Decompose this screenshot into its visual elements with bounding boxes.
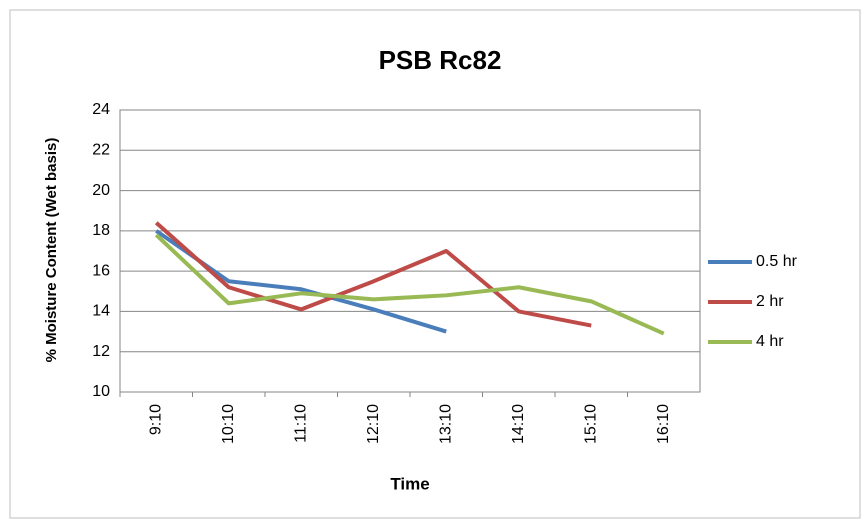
x-tick-label: 15:10 — [582, 404, 599, 444]
x-axis-label: Time — [390, 474, 429, 493]
x-tick-label: 9:10 — [147, 404, 164, 435]
y-tick-label: 18 — [92, 222, 110, 239]
legend-label: 4 hr — [756, 333, 784, 350]
x-tick-label: 11:10 — [292, 404, 309, 443]
y-tick-label: 22 — [92, 142, 110, 159]
x-tick-label: 14:10 — [510, 404, 527, 444]
y-tick-label: 16 — [92, 262, 110, 279]
x-tick-label: 10:10 — [220, 404, 237, 444]
legend-label: 0.5 hr — [756, 253, 798, 270]
legend-label: 2 hr — [756, 293, 784, 310]
y-tick-label: 14 — [92, 303, 110, 320]
y-axis-label: % Moisture Content (Wet basis) — [43, 138, 60, 363]
x-tick-label: 13:10 — [437, 404, 454, 444]
x-tick-label: 16:10 — [655, 404, 672, 444]
data-line — [154, 233, 665, 336]
chart-title: PSB Rc82 — [379, 45, 502, 75]
y-tick-label: 12 — [92, 343, 110, 360]
data-line — [154, 221, 592, 328]
y-tick-label: 24 — [92, 101, 110, 118]
x-tick-label: 12:10 — [365, 404, 382, 444]
y-tick-label: 20 — [92, 182, 110, 199]
y-tick-label: 10 — [92, 383, 110, 400]
